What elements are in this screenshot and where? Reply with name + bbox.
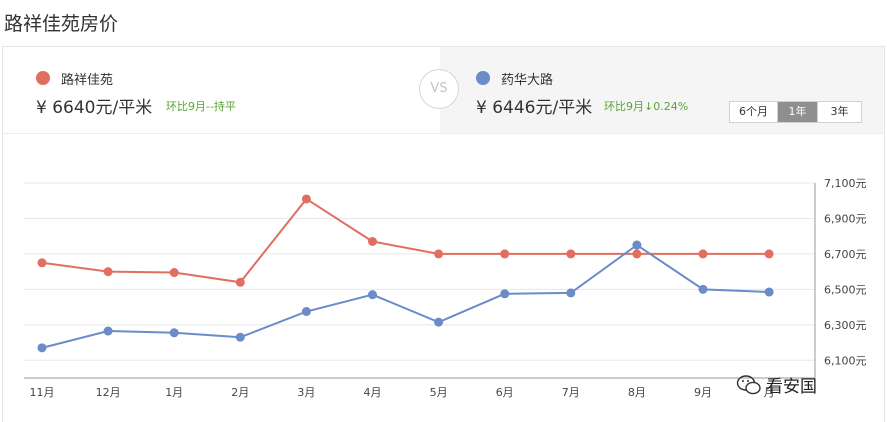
series-point-2 (764, 287, 774, 297)
x-tick-label: 7月 (562, 386, 580, 399)
series-point-2 (235, 332, 245, 342)
y-tick-label: 7,100元 (824, 177, 867, 190)
x-tick-label: 5月 (430, 386, 448, 399)
series-line-1 (41, 197, 770, 284)
series-point-1 (169, 268, 179, 278)
x-tick-label: 8月 (628, 386, 646, 399)
x-tick-label: 9月 (694, 386, 712, 399)
x-tick-label: 12月 (96, 386, 121, 399)
y-tick-label: 6,500元 (824, 283, 867, 296)
series-line-2 (41, 243, 770, 349)
series-point-1 (500, 249, 510, 259)
y-tick-label: 6,100元 (824, 354, 867, 367)
series-point-2 (37, 343, 47, 353)
vs-badge: VS (419, 69, 459, 109)
series-point-1 (368, 237, 377, 246)
series-point-1 (37, 258, 47, 268)
series-point-1 (434, 249, 444, 259)
series-point-1 (301, 194, 311, 204)
wechat-icon (736, 375, 761, 395)
x-tick-label: 4月 (364, 386, 382, 399)
range-tab-3-years[interactable]: 3年 (818, 102, 861, 122)
left-estate-name: 路祥佳苑 (61, 73, 114, 88)
range-tab-1-year[interactable]: 1年 (778, 102, 818, 122)
x-tick-label: 3月 (297, 386, 315, 399)
watermark-text: 看安国 (766, 377, 817, 397)
left-estate-price: ¥ 6640元/平米 (36, 98, 153, 118)
series-point-1 (764, 249, 774, 259)
series-point-2 (698, 284, 708, 294)
series-point-1 (235, 277, 245, 287)
right-estate-change: 环比9月↓0.24% (604, 100, 689, 113)
series-point-2 (169, 328, 179, 338)
x-tick-label: 2月 (231, 386, 249, 399)
left-series-dot-icon (36, 71, 50, 85)
y-tick-label: 6,700元 (824, 248, 867, 261)
x-tick-label: 11月 (30, 386, 55, 399)
series-point-2 (301, 307, 311, 317)
series-point-2 (632, 240, 642, 250)
x-tick-label: 1月 (165, 386, 183, 399)
right-estate-name: 药华大路 (501, 73, 554, 88)
x-tick-label: 6月 (496, 386, 514, 399)
series-point-1 (103, 267, 113, 277)
series-point-1 (698, 249, 708, 259)
time-range-selector: 6个月 1年 3年 (729, 101, 862, 123)
range-tab-6-months[interactable]: 6个月 (730, 102, 778, 122)
series-point-2 (500, 289, 510, 299)
price-comparison-card: 路祥佳苑 ¥ 6640元/平米 环比9月--持平 药华大路 ¥ 6446元/平米… (2, 46, 885, 422)
y-tick-label: 6,300元 (824, 319, 867, 332)
left-estate-change: 环比9月--持平 (166, 100, 236, 113)
series-point-2 (368, 290, 377, 300)
comparison-header: 路祥佳苑 ¥ 6640元/平米 环比9月--持平 药华大路 ¥ 6446元/平米… (3, 47, 884, 134)
y-tick-label: 6,900元 (824, 212, 867, 225)
series-point-1 (632, 249, 642, 259)
series-point-2 (434, 317, 444, 327)
page-title: 路祥佳苑房价 (4, 13, 119, 35)
right-estate-price: ¥ 6446元/平米 (476, 98, 593, 118)
left-estate-panel: 路祥佳苑 ¥ 6640元/平米 环比9月--持平 (3, 47, 440, 133)
series-point-2 (103, 326, 113, 336)
series-point-2 (566, 288, 576, 298)
series-point-1 (566, 249, 576, 259)
x-tick-label: 月 (764, 386, 775, 399)
right-series-dot-icon (476, 71, 490, 85)
